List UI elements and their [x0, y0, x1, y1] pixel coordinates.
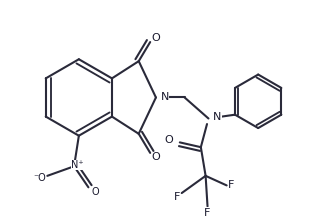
Text: O: O: [164, 135, 173, 145]
Text: O: O: [152, 33, 160, 43]
Text: N: N: [161, 92, 169, 102]
Text: F: F: [204, 208, 211, 217]
Text: O: O: [152, 152, 160, 162]
Text: ⁻O: ⁻O: [33, 173, 46, 183]
Text: F: F: [174, 192, 180, 202]
Text: F: F: [228, 180, 235, 190]
Text: O: O: [91, 187, 99, 197]
Text: N⁺: N⁺: [71, 160, 83, 170]
Text: N: N: [213, 112, 222, 122]
